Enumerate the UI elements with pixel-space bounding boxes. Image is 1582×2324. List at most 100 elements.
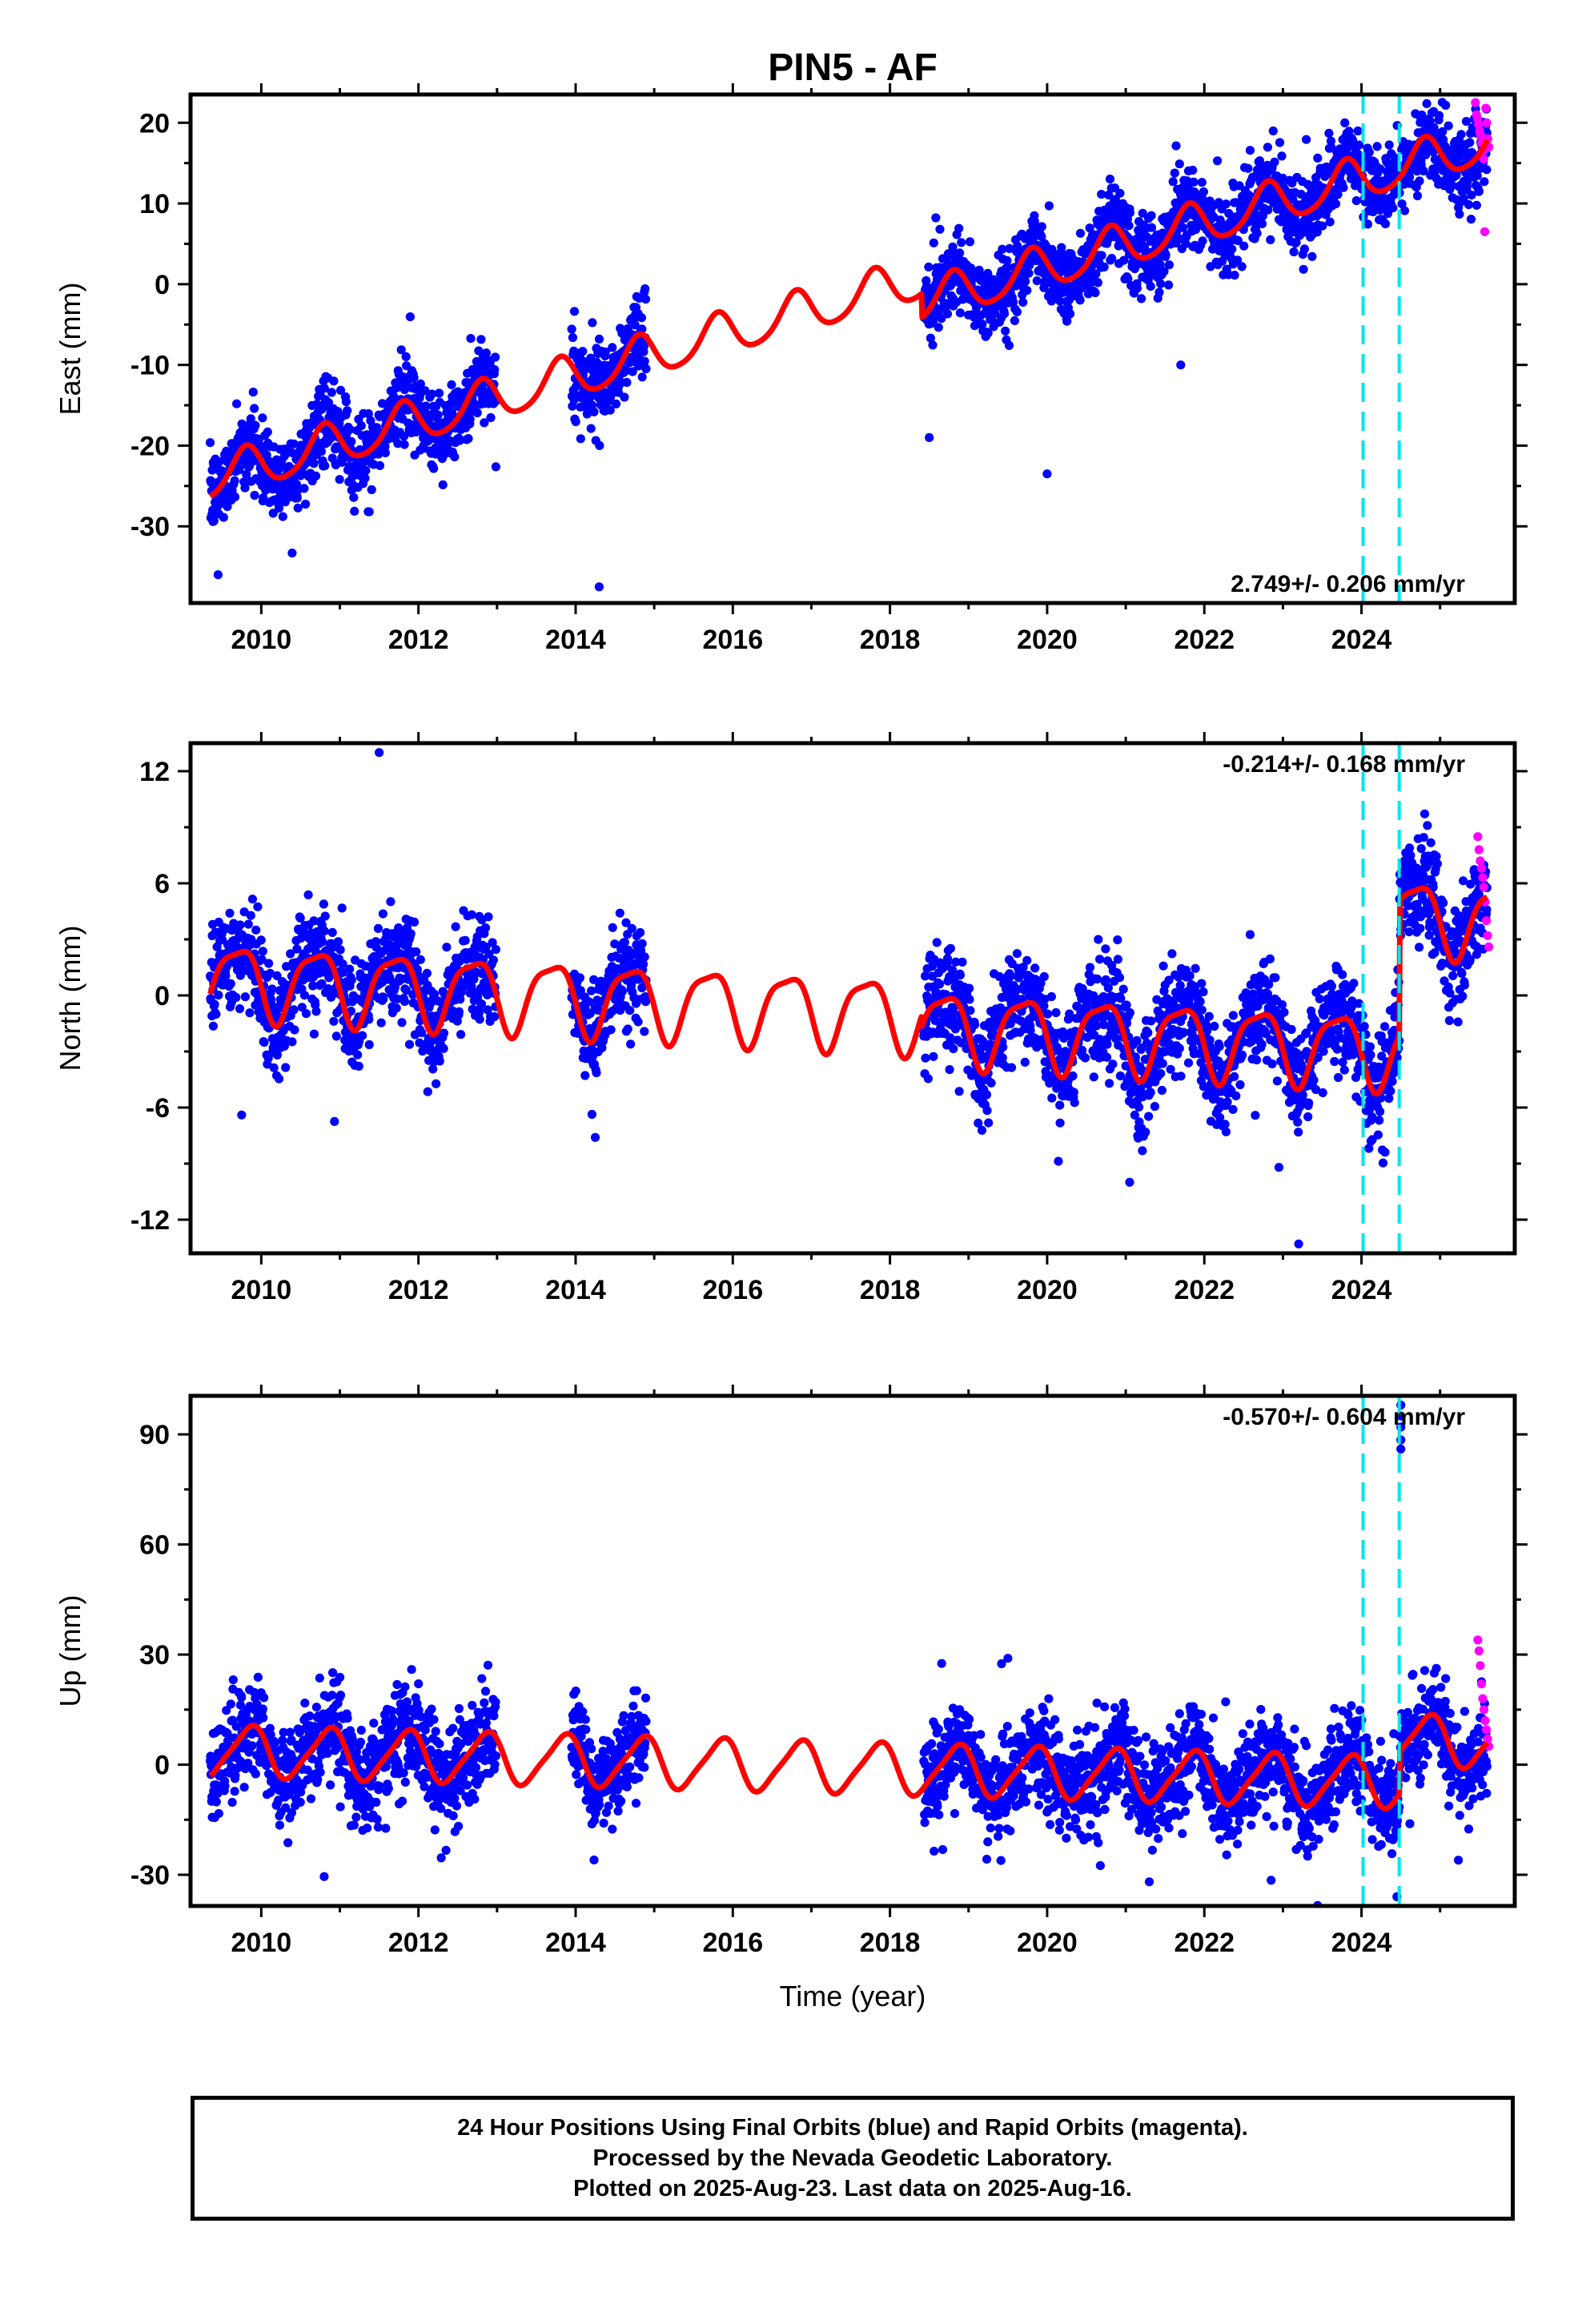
north-point xyxy=(965,995,974,1004)
east-point xyxy=(1097,251,1106,260)
north-point xyxy=(640,952,649,962)
north-point xyxy=(243,919,253,929)
east-x-tick-label: 2012 xyxy=(388,625,449,655)
north-point xyxy=(1235,1080,1245,1090)
north-point xyxy=(406,929,416,939)
east-point xyxy=(361,466,371,476)
east-point xyxy=(1009,297,1018,307)
north-point xyxy=(1006,1063,1017,1072)
north-point xyxy=(592,1068,601,1078)
east-point xyxy=(934,323,943,332)
east-point xyxy=(1097,190,1106,199)
east-point xyxy=(1159,267,1169,276)
north-point xyxy=(1315,994,1324,1003)
north-point xyxy=(1102,1039,1112,1049)
east-point xyxy=(1164,260,1174,270)
east-point xyxy=(367,485,376,495)
east-point xyxy=(1467,147,1476,158)
east-point xyxy=(1137,294,1146,304)
east-point xyxy=(1353,126,1363,136)
north-point xyxy=(1146,1016,1156,1026)
east-point xyxy=(637,324,647,334)
east-point xyxy=(230,492,240,502)
north-point xyxy=(264,959,274,968)
east-point xyxy=(1124,221,1134,231)
east-point xyxy=(287,448,296,457)
east-point xyxy=(347,436,356,447)
north-point xyxy=(1257,1039,1267,1049)
north-point xyxy=(1055,1118,1065,1128)
north-point xyxy=(269,1063,279,1072)
east-point xyxy=(1213,156,1223,166)
north-point xyxy=(640,997,651,1007)
north-point xyxy=(1030,963,1040,973)
north-point xyxy=(391,1003,401,1013)
east-point xyxy=(1415,176,1424,186)
east-point xyxy=(1340,118,1350,127)
east-point xyxy=(427,389,437,399)
east-point xyxy=(409,372,419,382)
east-point xyxy=(1188,165,1198,175)
north-point xyxy=(211,1009,221,1019)
east-point xyxy=(396,345,406,355)
east-point xyxy=(421,401,431,411)
north-point xyxy=(1080,1053,1090,1063)
north-point xyxy=(240,992,250,1002)
east-point xyxy=(1324,128,1334,138)
north-point xyxy=(442,943,452,952)
north-point xyxy=(256,935,266,945)
north-point xyxy=(281,1063,291,1072)
east-point xyxy=(640,295,651,304)
east-point xyxy=(1001,326,1010,336)
east-point xyxy=(1155,259,1165,269)
east-point xyxy=(232,399,242,408)
east-point xyxy=(292,493,302,503)
east-point xyxy=(1198,236,1207,246)
east-y-axis-label: East (mm) xyxy=(54,283,86,416)
north-point xyxy=(318,937,327,947)
north-point xyxy=(1043,1009,1053,1019)
east-point xyxy=(931,213,941,223)
north-point xyxy=(330,1116,339,1126)
east-outlier-point xyxy=(925,432,934,443)
east-point xyxy=(600,347,610,357)
north-point xyxy=(1122,1000,1131,1010)
east-point xyxy=(937,314,946,324)
north-point xyxy=(580,1071,590,1080)
east-point xyxy=(349,493,359,502)
east-point xyxy=(1307,251,1317,261)
east-point xyxy=(1123,274,1133,283)
east-point xyxy=(1164,280,1174,290)
north-point xyxy=(1277,1000,1287,1010)
east-panel: 2010 2012 2014 2016 2018 2020 2022 2024-30-20-1… xyxy=(54,83,1528,655)
east-point xyxy=(450,452,460,462)
north-point xyxy=(1220,1120,1230,1129)
north-point xyxy=(606,1025,616,1035)
east-rapid-point xyxy=(1481,103,1491,113)
east-point xyxy=(1474,187,1484,196)
east-point xyxy=(466,334,476,344)
north-point xyxy=(239,907,249,917)
east-point xyxy=(1390,153,1400,163)
east-model-curve xyxy=(208,133,1490,499)
east-point xyxy=(1138,208,1147,218)
east-point xyxy=(1005,243,1014,253)
north-point xyxy=(1070,1098,1079,1108)
east-point xyxy=(1302,135,1311,144)
north-point xyxy=(608,923,617,932)
east-point xyxy=(1237,262,1247,271)
north-point xyxy=(977,1125,987,1135)
east-y-tick-label: -10 xyxy=(130,351,170,381)
north-point xyxy=(1309,1076,1319,1085)
north-point xyxy=(245,1008,255,1018)
east-point xyxy=(326,434,335,444)
north-point xyxy=(620,938,629,947)
east-point xyxy=(1245,146,1255,155)
north-point xyxy=(1293,1117,1303,1127)
east-point xyxy=(1397,199,1407,209)
north-point xyxy=(1230,1072,1239,1081)
east-point xyxy=(320,461,330,471)
east-point xyxy=(639,341,649,351)
east-point xyxy=(263,427,272,437)
east-point xyxy=(954,223,964,233)
